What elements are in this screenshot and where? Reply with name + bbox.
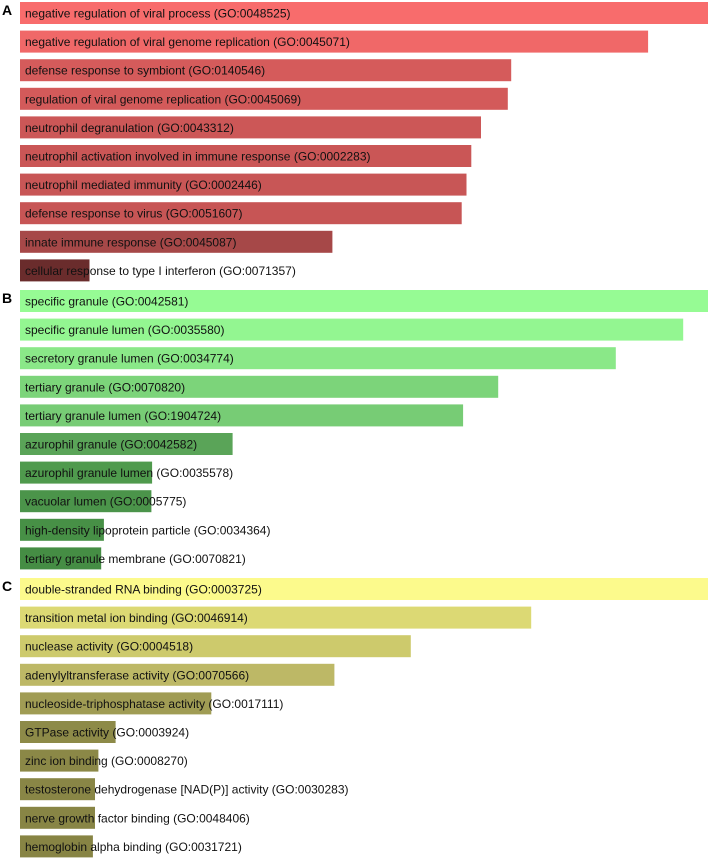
bar-a-2 xyxy=(20,30,649,53)
bar-label-a-8: defense response to virus (GO:0051607) xyxy=(25,207,242,221)
bar-label-a-10: cellular response to type I interferon (… xyxy=(25,264,296,278)
bar-label-a-3: defense response to symbiont (GO:0140546… xyxy=(25,64,265,78)
bar-label-c-9: nerve growth factor binding (GO:0048406) xyxy=(25,811,250,825)
bar-label-a-5: neutrophil degranulation (GO:0043312) xyxy=(25,121,234,135)
bar-c-6 xyxy=(20,721,116,743)
bar-label-b-6: azurophil granule (GO:0042582) xyxy=(25,438,197,452)
bar-c-5 xyxy=(20,692,212,715)
bar-label-c-5: nucleoside-triphosphatase activity (GO:0… xyxy=(25,697,283,711)
bar-label-b-10: tertiary granule membrane (GO:0070821) xyxy=(25,552,246,566)
bar-c-2 xyxy=(20,606,532,629)
bar-a-10 xyxy=(20,259,90,282)
bar-c-10 xyxy=(20,835,93,858)
bar-a-1 xyxy=(20,2,708,24)
bar-b-8 xyxy=(20,490,152,513)
bar-label-c-2: transition metal ion binding (GO:0046914… xyxy=(25,611,248,625)
bar-label-b-5: tertiary granule lumen (GO:1904724) xyxy=(25,409,221,423)
bar-b-5 xyxy=(20,404,464,427)
bar-a-4 xyxy=(20,87,508,110)
bar-label-a-7: neutrophil mediated immunity (GO:0002446… xyxy=(25,178,262,192)
bar-label-b-4: tertiary granule (GO:0070820) xyxy=(25,380,185,394)
panel-letter-a: A xyxy=(2,2,12,18)
bar-a-8 xyxy=(20,202,462,225)
bar-label-a-9: innate immune response (GO:0045087) xyxy=(25,235,236,249)
bar-label-b-9: high-density lipoprotein particle (GO:00… xyxy=(25,523,270,537)
bar-b-9 xyxy=(20,518,104,541)
bar-label-b-1: specific granule (GO:0042581) xyxy=(25,295,188,309)
bar-label-c-3: nuclease activity (GO:0004518) xyxy=(25,640,193,654)
bar-label-b-8: vacuolar lumen (GO:0005775) xyxy=(25,495,186,509)
bar-b-3 xyxy=(20,347,616,370)
bar-c-8 xyxy=(20,778,95,801)
bar-b-10 xyxy=(20,547,102,570)
bar-label-c-1: double-stranded RNA binding (GO:0003725) xyxy=(25,583,262,597)
panel-letter-c: C xyxy=(2,578,12,594)
bar-label-c-10: hemoglobin alpha binding (GO:0031721) xyxy=(25,840,242,854)
bar-a-3 xyxy=(20,59,512,82)
bar-c-9 xyxy=(20,806,95,829)
panel-letter-b: B xyxy=(2,290,12,306)
bar-b-7 xyxy=(20,461,153,484)
bar-label-b-2: specific granule lumen (GO:0035580) xyxy=(25,323,224,337)
bar-c-4 xyxy=(20,663,335,686)
bar-label-c-6: GTPase activity (GO:0003924) xyxy=(25,726,189,740)
bar-label-c-7: zinc ion binding (GO:0008270) xyxy=(25,754,188,768)
bar-a-7 xyxy=(20,173,467,196)
bar-c-7 xyxy=(20,749,99,772)
bar-a-6 xyxy=(20,145,472,167)
bar-c-1 xyxy=(20,578,708,600)
bar-label-a-2: negative regulation of viral genome repl… xyxy=(25,35,350,49)
bar-label-a-6: neutrophil activation involved in immune… xyxy=(25,150,371,164)
bar-c-3 xyxy=(20,635,411,658)
bar-b-4 xyxy=(20,375,499,398)
bar-label-b-7: azurophil granule lumen (GO:0035578) xyxy=(25,466,233,480)
bar-label-a-4: regulation of viral genome replication (… xyxy=(25,92,301,106)
bar-b-6 xyxy=(20,433,233,455)
bar-b-2 xyxy=(20,318,684,341)
bar-b-1 xyxy=(20,290,708,312)
bar-a-9 xyxy=(20,230,333,253)
bar-label-c-4: adenylyltransferase activity (GO:0070566… xyxy=(25,668,249,682)
bar-label-a-1: negative regulation of viral process (GO… xyxy=(25,7,290,21)
bar-label-b-3: secretory granule lumen (GO:0034774) xyxy=(25,352,234,366)
bar-label-c-8: testosterone dehydrogenase [NAD(P)] acti… xyxy=(25,783,349,797)
bar-a-5 xyxy=(20,116,481,139)
